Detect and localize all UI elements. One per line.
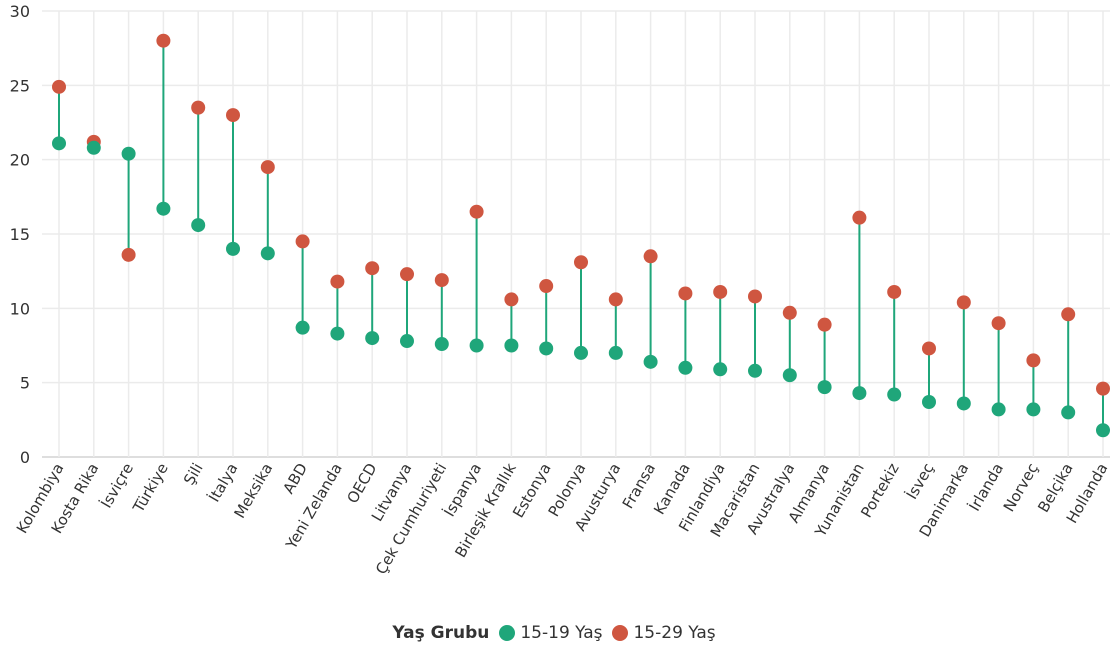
point-15-29	[887, 284, 902, 299]
legend-marker-15-19	[499, 625, 516, 641]
point-15-19	[887, 387, 902, 402]
y-tick-label: 10	[10, 299, 30, 318]
point-15-19	[643, 354, 658, 369]
point-15-19	[434, 337, 449, 352]
point-15-29	[400, 267, 414, 282]
point-15-29	[191, 100, 206, 115]
point-15-29	[1061, 307, 1076, 322]
point-15-29	[956, 295, 971, 310]
x-tick-label: ABD	[279, 460, 311, 497]
x-tick-label: İtalya	[204, 460, 241, 506]
point-15-29	[52, 79, 66, 94]
point-15-29	[539, 279, 554, 294]
point-15-19	[539, 341, 554, 356]
y-tick-label: 30	[10, 2, 30, 21]
legend-label-15-29: 15-29 Yaş	[633, 623, 716, 643]
legend-title: Yaş Grubu	[392, 623, 490, 643]
point-15-29	[922, 341, 936, 356]
point-15-19	[852, 386, 867, 401]
point-15-29	[330, 274, 345, 289]
y-tick-label: 5	[20, 374, 30, 393]
y-axis-ticks: 0 5 10 15 20 25 30	[10, 2, 30, 467]
point-15-29	[713, 284, 728, 299]
point-15-29	[643, 249, 658, 264]
point-15-19	[991, 402, 1006, 417]
point-15-29	[469, 204, 484, 219]
point-15-29	[782, 305, 797, 320]
point-15-19	[365, 331, 380, 346]
point-15-19	[295, 320, 310, 335]
point-15-19	[86, 140, 101, 155]
point-15-19	[52, 136, 66, 151]
point-15-19	[678, 360, 693, 375]
point-15-29	[226, 108, 240, 123]
y-tick-label: 20	[10, 151, 30, 170]
connector-lines	[58, 40, 1104, 431]
point-15-19	[956, 396, 971, 411]
point-15-19	[1096, 423, 1110, 438]
point-15-19	[782, 368, 797, 383]
legend-item-15-29: 15-29 Yaş	[612, 623, 716, 643]
point-15-29	[608, 292, 623, 307]
point-15-19	[226, 241, 240, 256]
point-15-19	[574, 345, 588, 360]
point-15-19	[156, 201, 171, 216]
legend: Yaş Grubu 15-19 Yaş 15-29 Yaş	[0, 618, 1118, 648]
point-15-29	[1026, 353, 1041, 368]
legend-marker-15-29	[612, 625, 629, 641]
point-15-29	[156, 33, 171, 48]
x-tick-label: Şili	[180, 460, 207, 488]
point-15-29	[817, 317, 832, 332]
point-15-19	[1061, 405, 1076, 420]
point-15-19	[1026, 402, 1041, 417]
point-15-29	[121, 247, 136, 262]
point-15-19	[260, 246, 275, 261]
point-15-19	[400, 334, 414, 349]
y-tick-label: 0	[20, 448, 30, 467]
point-15-29	[748, 289, 762, 304]
point-15-19	[469, 338, 484, 353]
x-tick-label: OECD	[343, 460, 380, 507]
grid-layer	[42, 10, 1110, 458]
point-15-29	[434, 273, 449, 288]
point-15-19	[330, 326, 345, 341]
point-15-19	[504, 338, 519, 353]
point-15-29	[504, 292, 519, 307]
point-15-19	[713, 362, 728, 377]
point-15-29	[678, 286, 693, 301]
y-tick-label: 25	[10, 76, 30, 95]
point-15-29	[260, 160, 275, 175]
point-15-19	[748, 363, 762, 378]
point-15-19	[817, 380, 832, 395]
point-15-29	[295, 234, 310, 249]
legend-item-15-19: 15-19 Yaş	[499, 623, 602, 643]
point-15-29	[991, 316, 1006, 331]
data-points	[52, 33, 1110, 438]
point-15-19	[191, 218, 206, 233]
x-tick-label: İsveç	[902, 460, 938, 503]
y-tick-label: 15	[10, 225, 30, 244]
point-15-19	[922, 394, 936, 409]
point-15-29	[365, 261, 380, 276]
point-15-29	[1096, 381, 1110, 396]
point-15-19	[121, 146, 136, 161]
point-15-29	[852, 210, 867, 225]
legend-label-15-19: 15-19 Yaş	[520, 623, 603, 643]
point-15-29	[574, 255, 588, 270]
point-15-19	[608, 345, 623, 360]
